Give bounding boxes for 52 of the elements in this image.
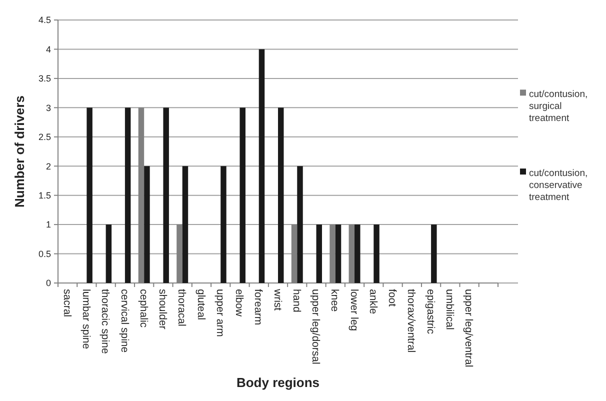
y-tick-label: 0 [46, 278, 51, 288]
x-tick-label: cervical spine [118, 289, 130, 353]
bar [278, 108, 284, 283]
x-tick-label: foot [386, 289, 398, 307]
bar [144, 166, 150, 283]
y-tick-label: 0.5 [38, 248, 51, 259]
bar [220, 166, 226, 283]
x-tick-label: ankle [366, 289, 379, 314]
x-tick-label: hand [290, 289, 302, 313]
bar [106, 224, 112, 283]
x-tick-label: forearm [252, 289, 264, 326]
x-tick-label: thorax/ventral [405, 289, 418, 353]
x-tick-label: thoracal [176, 289, 188, 326]
bar [258, 49, 265, 283]
bar [354, 224, 360, 283]
y-tick-label: 1 [46, 220, 51, 230]
y-tick-label: 2.5 [38, 132, 51, 142]
x-tick-label: shoulder [156, 289, 169, 330]
x-tick-label: elbow [233, 289, 246, 317]
y-tick-label: 2 [46, 161, 51, 172]
y-tick-label: 1.5 [38, 190, 51, 200]
x-tick-label: lumbar spine [80, 289, 92, 350]
x-tick-label: knee [328, 289, 341, 312]
bar [374, 224, 380, 283]
x-tick-label: upper arm [214, 289, 226, 338]
y-tick-label: 3.5 [38, 74, 51, 84]
y-axis-title: Number of drivers [12, 96, 27, 208]
x-tick-label: upper leg/dorsal [310, 289, 322, 364]
x-tick-label: wrist [271, 288, 284, 311]
bar [297, 166, 303, 283]
y-tick-label: 4 [46, 44, 51, 54]
legend-label: cut/contusion, surgical treatment [529, 88, 588, 124]
x-tick-label: umbilical [444, 289, 456, 330]
x-tick-label: sacral [60, 289, 73, 318]
bar [182, 166, 188, 283]
bar [163, 108, 169, 283]
bar [431, 224, 437, 283]
x-tick-label: lower leg [348, 289, 360, 332]
x-tick-label: epigastric [424, 289, 436, 334]
bar [316, 224, 322, 283]
y-tick-label: 4.5 [38, 15, 51, 26]
x-tick-label: gluteal [194, 289, 207, 320]
bar [335, 224, 342, 283]
legend-label: cut/contusion, conservative treatment [529, 168, 588, 203]
bar [86, 108, 92, 283]
x-tick-label: cephalic [137, 289, 150, 328]
x-axis-title: Body regions [236, 375, 320, 390]
x-tick-label: upper leg/ventral [462, 289, 475, 368]
bar [124, 108, 131, 283]
bar [240, 108, 246, 283]
x-tick-label: thoracic spine [99, 289, 112, 354]
y-tick-label: 3 [46, 102, 51, 113]
